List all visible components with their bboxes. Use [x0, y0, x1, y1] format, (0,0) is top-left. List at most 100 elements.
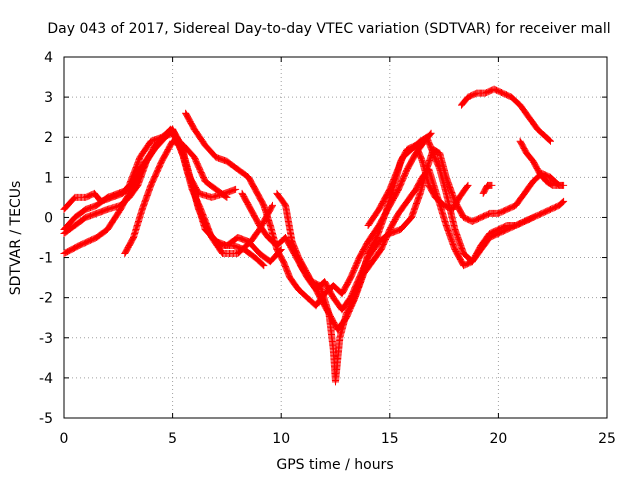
- data-point: [267, 236, 269, 239]
- data-point: [502, 92, 504, 94]
- data-point: [85, 196, 87, 198]
- data-point: [430, 132, 432, 134]
- data-point: [510, 96, 512, 98]
- data-point: [480, 216, 482, 218]
- data-point: [324, 281, 326, 283]
- data-point: [489, 212, 491, 214]
- data-point: [298, 289, 300, 291]
- y-tick-label: -1: [39, 251, 53, 267]
- data-point: [306, 297, 308, 299]
- data-point: [250, 208, 252, 210]
- data-point: [545, 180, 547, 182]
- data-point: [406, 200, 408, 202]
- data-point: [497, 212, 499, 214]
- data-point: [471, 261, 473, 263]
- data-point: [371, 261, 373, 263]
- plot-frame: [63, 56, 608, 419]
- data-point: [276, 192, 278, 194]
- series-markers: [458, 85, 554, 145]
- data-point: [350, 297, 352, 299]
- x-tick-label: 0: [60, 431, 69, 447]
- series-track-k: [458, 85, 554, 145]
- data-point: [74, 196, 76, 198]
- series-track-d: [60, 129, 285, 266]
- data-point: [339, 337, 341, 339]
- series-track-m: [479, 181, 496, 197]
- data-point: [211, 196, 213, 198]
- data-point: [248, 240, 250, 243]
- data-point: [384, 212, 387, 214]
- data-point: [182, 144, 185, 146]
- data-point: [271, 204, 274, 206]
- x-tick-label: 5: [168, 431, 177, 447]
- data-point: [545, 136, 547, 138]
- data-point: [276, 244, 278, 247]
- data-point: [389, 232, 391, 235]
- data-point: [330, 317, 332, 319]
- data-point: [523, 192, 526, 194]
- data-point: [532, 180, 534, 182]
- data-point: [539, 172, 541, 174]
- data-point: [367, 240, 369, 243]
- data-point: [237, 168, 239, 170]
- series-markers: [479, 181, 496, 197]
- data-point: [419, 140, 421, 142]
- data-point: [332, 285, 334, 287]
- data-point: [132, 236, 135, 239]
- y-tick-label: -2: [39, 291, 53, 307]
- data-point: [380, 248, 382, 251]
- data-point: [150, 184, 152, 186]
- data-point: [378, 240, 380, 243]
- data-point: [237, 236, 239, 239]
- data-point: [332, 297, 334, 299]
- data-point: [198, 192, 200, 194]
- data-point: [74, 216, 76, 218]
- data-point: [315, 289, 317, 291]
- data-point: [419, 192, 421, 194]
- data-point: [258, 224, 261, 227]
- data-point: [497, 232, 499, 235]
- data-point: [528, 116, 530, 118]
- data-point: [536, 128, 539, 130]
- data-point: [426, 136, 428, 138]
- data-point: [376, 236, 378, 239]
- x-axis-label: GPS time / hours: [276, 457, 393, 473]
- series-track-j: [364, 133, 537, 266]
- data-point: [226, 160, 228, 162]
- data-point: [119, 208, 122, 210]
- data-point: [532, 160, 534, 162]
- data-point: [291, 240, 293, 243]
- data-point: [397, 212, 400, 214]
- data-point: [463, 265, 465, 267]
- data-point: [519, 140, 521, 142]
- data-point: [204, 228, 206, 231]
- data-point: [558, 204, 560, 206]
- data-point: [324, 305, 326, 307]
- data-point: [460, 104, 463, 106]
- data-point: [141, 208, 143, 210]
- series-track-c: [60, 125, 268, 270]
- data-point: [458, 196, 460, 198]
- data-point: [482, 192, 484, 194]
- data-point: [515, 204, 517, 206]
- data-point: [111, 196, 113, 198]
- data-point: [397, 188, 400, 190]
- data-point: [558, 184, 560, 186]
- data-point: [298, 257, 300, 259]
- data-point: [463, 252, 465, 255]
- data-point: [345, 317, 347, 319]
- data-point: [106, 208, 108, 210]
- data-point: [226, 244, 228, 247]
- data-point: [96, 212, 98, 214]
- data-point: [182, 152, 185, 154]
- data-point: [280, 248, 282, 251]
- y-tick-label: 2: [44, 130, 53, 146]
- y-axis-label: SDTVAR / TECUs: [8, 181, 24, 296]
- data-point: [78, 244, 80, 247]
- data-point: [163, 136, 165, 138]
- data-point: [526, 152, 528, 154]
- data-point: [63, 208, 65, 210]
- data-point: [489, 232, 491, 235]
- data-point: [454, 200, 456, 202]
- data-point: [128, 184, 130, 186]
